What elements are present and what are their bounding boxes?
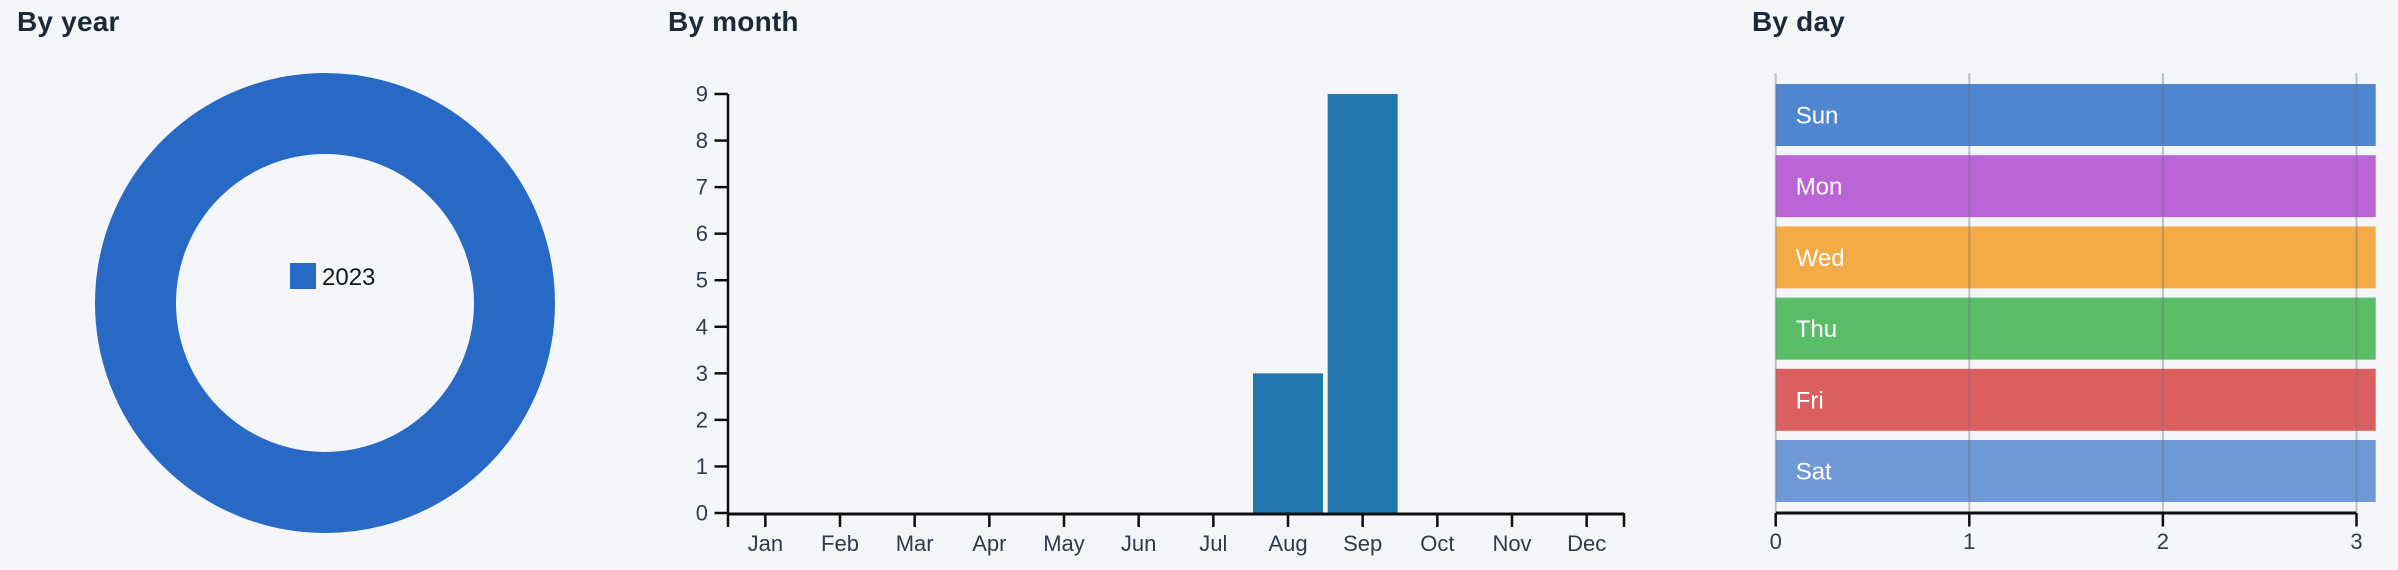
- bar-label-sat: Sat: [1796, 459, 1832, 486]
- bar-label-sun: Sun: [1796, 103, 1839, 130]
- x-tick-label: Dec: [1567, 531, 1606, 556]
- bar-sat[interactable]: [1775, 440, 2376, 502]
- donut-slice-2023[interactable]: [95, 73, 555, 533]
- x-tick-label: Feb: [821, 531, 859, 556]
- by-year-donut-chart: 2023: [95, 73, 555, 533]
- x-tick-label: 0: [1770, 529, 1782, 554]
- chart-section-by-month: By month 0 1 2 3 4 5 6 7 8 9 Jan Feb Mar Apr May Jun Jul…: [650, 0, 1710, 570]
- x-tick-label: Oct: [1420, 531, 1454, 556]
- by-month-title: By month: [668, 6, 799, 37]
- bar-label-wed: Wed: [1796, 245, 1845, 272]
- x-tick-label: Mar: [896, 531, 934, 556]
- y-tick-label: 7: [696, 175, 708, 200]
- bar-fri[interactable]: [1775, 368, 2376, 431]
- x-tick-label: Sep: [1343, 531, 1382, 556]
- by-month-bar-chart: 0 1 2 3 4 5 6 7 8 9 Jan Feb Mar Apr May Jun Jul Aug Sep Oct…: [696, 82, 1626, 556]
- bar-wed[interactable]: [1775, 226, 2376, 289]
- bar-sun[interactable]: [1775, 84, 2376, 146]
- legend-label[interactable]: 2023: [322, 264, 375, 291]
- chart-section-by-day: By day Sun Mon Wed Thu Fri Sat 0 1 2 3: [1740, 0, 2398, 570]
- bar-label-mon: Mon: [1796, 174, 1843, 201]
- x-tick-label: May: [1043, 531, 1085, 556]
- bar-label-thu: Thu: [1796, 316, 1837, 343]
- x-tick-label: 3: [2350, 529, 2362, 554]
- y-tick-label: 5: [696, 268, 708, 293]
- x-tick-label: Nov: [1492, 531, 1531, 556]
- y-tick-label: 9: [696, 82, 708, 107]
- y-tick-label: 4: [696, 314, 708, 339]
- y-tick-label: 0: [696, 501, 708, 526]
- bar-aug[interactable]: [1253, 373, 1323, 513]
- bar-thu[interactable]: [1775, 297, 2376, 360]
- bar-label-fri: Fri: [1796, 387, 1824, 414]
- y-tick-label: 8: [696, 128, 708, 153]
- x-tick-label: 1: [1963, 529, 1975, 554]
- x-tick-label: 2: [2157, 529, 2169, 554]
- y-tick-label: 6: [696, 221, 708, 246]
- by-day-bar-chart: Sun Mon Wed Thu Fri Sat 0 1 2 3: [1770, 73, 2376, 554]
- x-tick-label: Jul: [1199, 531, 1227, 556]
- y-tick-label: 2: [696, 407, 708, 432]
- x-tick-label: Jan: [748, 531, 783, 556]
- bar-sep[interactable]: [1327, 94, 1398, 513]
- chart-section-by-year: By year 2023: [0, 0, 650, 570]
- bar-mon[interactable]: [1775, 155, 2376, 218]
- x-tick-label: Jun: [1121, 531, 1156, 556]
- x-tick-label: Apr: [972, 531, 1006, 556]
- by-year-title: By year: [17, 6, 120, 37]
- by-day-title: By day: [1752, 6, 1846, 37]
- y-tick-label: 1: [696, 454, 708, 479]
- y-tick-label: 3: [696, 361, 708, 386]
- legend-swatch-2023[interactable]: [290, 263, 316, 289]
- x-tick-label: Aug: [1268, 531, 1307, 556]
